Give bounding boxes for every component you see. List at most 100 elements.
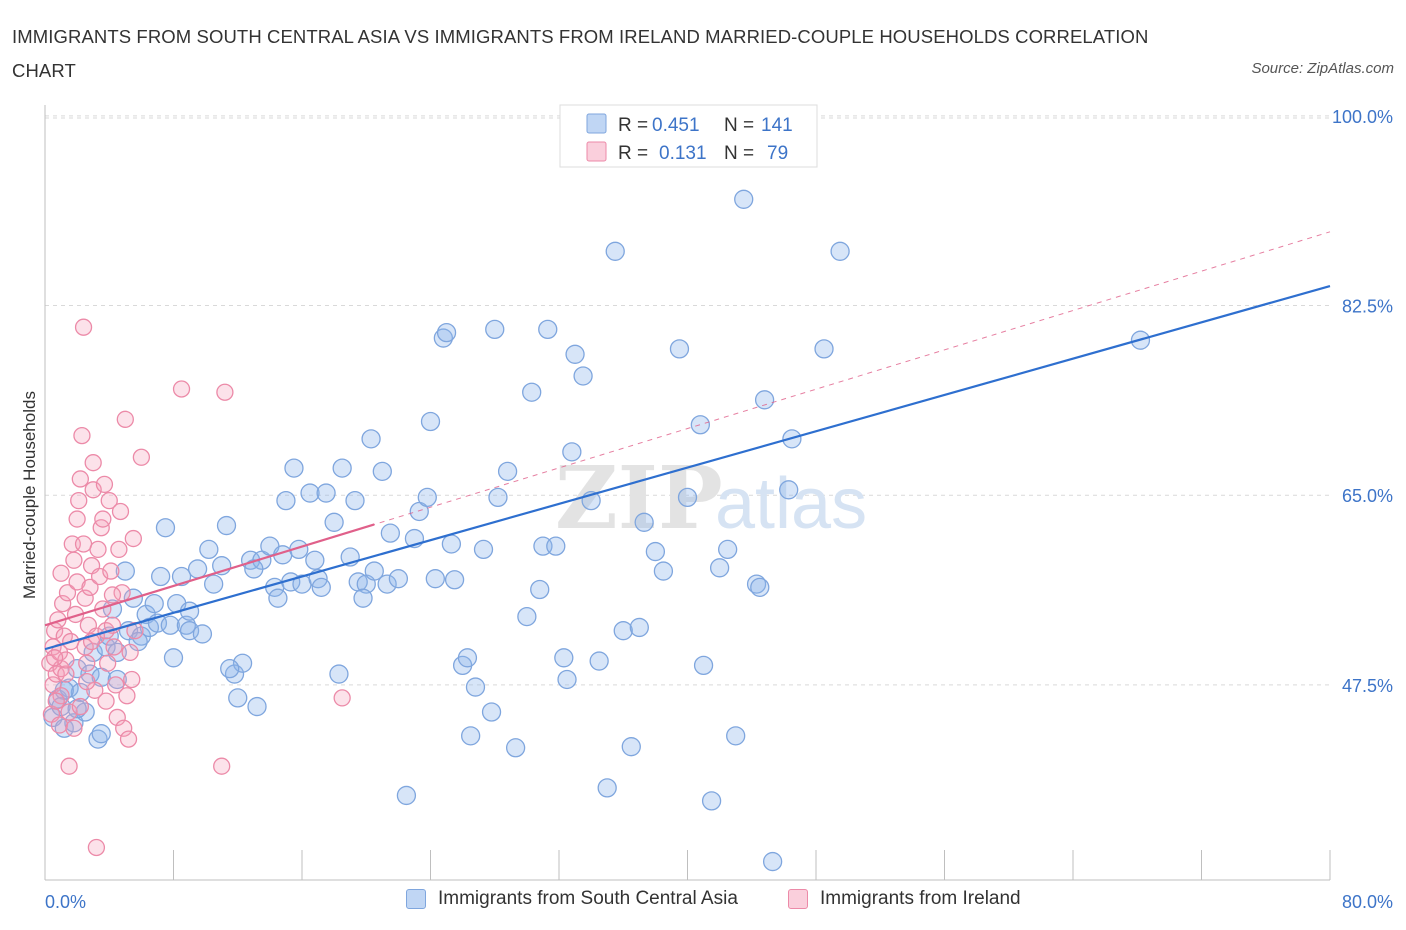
point-ireland <box>58 584 77 602</box>
point-south-central-asia <box>597 778 617 798</box>
point-south-central-asia <box>176 615 197 635</box>
y-tick-labels: 47.5% 65.0% 82.5% 100.0% <box>1332 107 1393 696</box>
point-south-central-asia <box>605 241 625 261</box>
point-south-central-asia <box>814 339 834 359</box>
point-ireland <box>92 519 110 537</box>
point-south-central-asia <box>701 791 722 811</box>
point-ireland <box>81 578 99 596</box>
point-south-central-asia <box>163 648 184 668</box>
point-ireland <box>110 540 128 559</box>
point-south-central-asia <box>750 577 770 597</box>
legend-item-ireland[interactable]: Immigrants from Ireland <box>788 888 1021 910</box>
point-south-central-asia <box>91 724 111 744</box>
point-south-central-asia <box>497 461 518 482</box>
point-ireland <box>132 448 151 466</box>
point-south-central-asia <box>396 785 417 806</box>
point-ireland <box>98 654 117 672</box>
point-ireland <box>68 510 86 528</box>
point-ireland <box>100 491 118 510</box>
point-ireland <box>52 564 70 582</box>
point-south-central-asia <box>693 655 714 676</box>
point-ireland <box>124 529 142 548</box>
point-south-central-asia <box>204 574 224 594</box>
point-ireland <box>68 573 86 591</box>
point-ireland <box>119 730 138 748</box>
point-ireland <box>78 654 96 672</box>
point-ireland <box>97 692 115 710</box>
point-ireland <box>107 676 125 694</box>
point-south-central-asia <box>645 541 666 562</box>
point-ireland <box>47 692 65 710</box>
point-south-central-asia <box>762 851 783 872</box>
legend-r-label-2: R = <box>618 143 653 164</box>
point-south-central-asia <box>589 651 609 671</box>
point-south-central-asia <box>155 518 176 538</box>
point-south-central-asia <box>517 606 537 627</box>
axis-layer <box>44 105 1331 881</box>
point-south-central-asia <box>300 483 320 503</box>
legend-r-label-1: R = <box>618 115 653 136</box>
series-legend: Immigrants from South Central Asia Immig… <box>0 888 1406 916</box>
legend-swatch-pink-icon <box>788 889 808 909</box>
point-ireland <box>115 719 133 737</box>
point-south-central-asia <box>690 415 710 435</box>
point-south-central-asia <box>653 561 674 581</box>
point-ireland <box>105 638 123 656</box>
trend-lines <box>44 231 1331 651</box>
legend-item-south-central-asia[interactable]: Immigrants from South Central Asia <box>406 888 738 910</box>
point-south-central-asia <box>481 702 502 722</box>
point-ireland <box>52 687 70 705</box>
point-ireland <box>89 540 107 559</box>
point-south-central-asia <box>709 558 730 578</box>
point-south-central-asia <box>311 577 331 597</box>
point-ireland <box>45 649 64 667</box>
point-ireland <box>121 643 139 662</box>
point-south-central-asia <box>485 319 505 340</box>
point-south-central-asia <box>444 570 465 590</box>
point-south-central-asia <box>465 677 486 697</box>
point-ireland <box>73 426 91 445</box>
point-south-central-asia <box>522 382 542 402</box>
point-south-central-asia <box>324 512 344 532</box>
point-south-central-asia <box>621 737 641 757</box>
point-south-central-asia <box>573 366 593 386</box>
point-south-central-asia <box>634 512 654 532</box>
point-south-central-asia <box>554 648 574 668</box>
point-south-central-asia <box>345 490 365 511</box>
point-south-central-asia <box>433 328 454 348</box>
point-ireland <box>333 689 351 707</box>
legend-n-value-1: 141 <box>761 115 793 136</box>
point-ireland <box>118 687 136 705</box>
point-south-central-asia <box>70 682 90 703</box>
chart-title: IMMIGRANTS FROM SOUTH CENTRAL ASIA VS IM… <box>12 26 1149 81</box>
point-south-central-asia <box>538 319 558 340</box>
point-south-central-asia <box>372 461 392 482</box>
point-south-central-asia <box>377 574 397 594</box>
point-south-central-asia <box>228 688 248 708</box>
point-ireland <box>71 470 89 488</box>
legend-r-value-1: 0.451 <box>652 115 700 136</box>
legend-r-value-2: 0.131 <box>659 143 707 164</box>
point-south-central-asia <box>417 487 437 508</box>
legend-label-ireland: Immigrants from Ireland <box>820 888 1021 909</box>
point-south-central-asia <box>220 658 240 679</box>
trend-line-south-central-asia <box>44 284 1331 651</box>
point-south-central-asia <box>779 480 799 500</box>
point-south-central-asia <box>199 539 219 560</box>
point-south-central-asia <box>364 561 384 581</box>
stats-legend: R = 0.451 N = 141 R = 0.131 N = 79 <box>559 104 818 168</box>
point-south-central-asia <box>546 536 566 556</box>
point-south-central-asia <box>754 390 775 410</box>
point-south-central-asia <box>388 569 409 589</box>
point-south-central-asia <box>565 344 585 364</box>
point-south-central-asia <box>530 579 550 600</box>
point-ireland <box>70 491 88 510</box>
point-ireland <box>65 719 83 737</box>
y-axis-label: Married-couple Households <box>20 391 39 599</box>
point-ireland <box>52 659 70 678</box>
point-south-central-asia <box>669 339 690 359</box>
point-south-central-asia <box>746 574 767 594</box>
point-ireland <box>71 697 89 716</box>
point-south-central-asia <box>613 621 633 641</box>
